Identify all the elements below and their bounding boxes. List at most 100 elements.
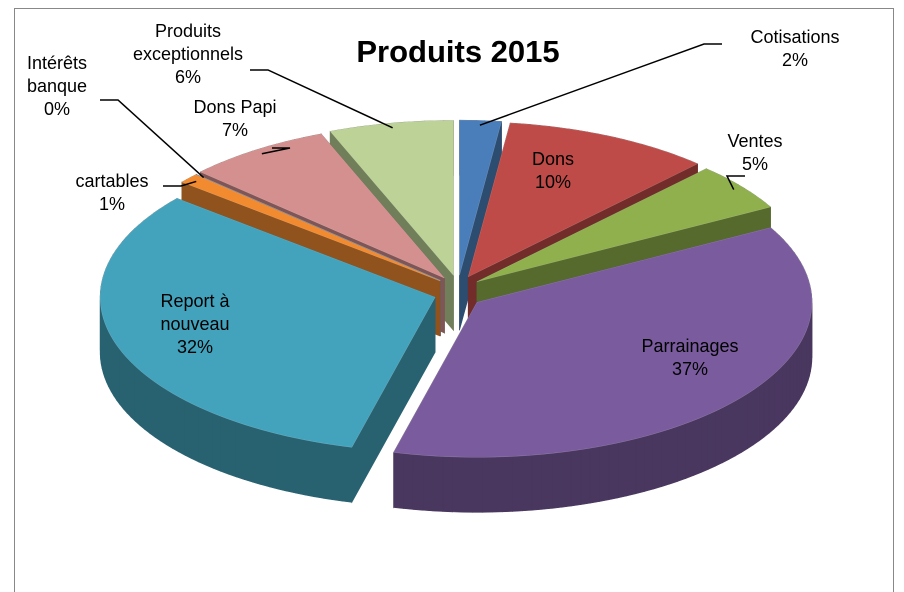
- slice-side: [773, 369, 779, 430]
- data-label: Intérêts banque 0%: [17, 52, 97, 121]
- slice-side: [753, 385, 760, 446]
- slice-side: [110, 335, 114, 397]
- slice-side: [793, 347, 798, 409]
- slice-side: [108, 331, 112, 392]
- slice-side: [589, 446, 600, 504]
- data-label: cartables 1%: [72, 170, 152, 216]
- slice-side: [685, 420, 694, 479]
- data-label: Report à nouveau 32%: [145, 290, 245, 359]
- slice-side: [522, 454, 533, 512]
- slice-side: [472, 456, 483, 513]
- chart-title: Produits 2015: [356, 34, 560, 69]
- pie-slice: [459, 119, 502, 276]
- label-value: 5%: [741, 154, 768, 174]
- slice-side: [763, 377, 770, 438]
- slice-side: [492, 456, 503, 513]
- slice-side: [635, 436, 645, 495]
- slice-side: [154, 381, 161, 442]
- slice-side: [412, 454, 424, 511]
- slice-side: [644, 433, 654, 492]
- slice-side: [551, 451, 562, 509]
- slice-side: [541, 453, 553, 510]
- slice-side: [184, 399, 193, 460]
- slice-side: [313, 441, 324, 499]
- label-name: Intérêts banque: [26, 53, 88, 96]
- leader-line: [100, 99, 205, 179]
- pie-slice: [199, 133, 445, 279]
- slice-side: [652, 431, 662, 490]
- label-value: 6%: [174, 67, 201, 87]
- slice-side: [269, 431, 279, 490]
- slice-side: [244, 424, 253, 483]
- label-value: 0%: [43, 99, 70, 119]
- slice-side: [721, 403, 730, 464]
- slice-side: [626, 438, 637, 497]
- label-name: Dons: [531, 149, 575, 169]
- slice-side: [747, 389, 754, 450]
- slice-side: [342, 445, 353, 503]
- slice-side: [778, 364, 783, 426]
- slice-side: [512, 455, 523, 512]
- slice-side: [561, 450, 572, 508]
- slice-side: [502, 456, 513, 513]
- slice-side: [403, 453, 414, 510]
- slice-side: [796, 342, 800, 405]
- slice-side: [789, 351, 794, 414]
- slice-side: [531, 454, 543, 511]
- slice-side: [139, 369, 145, 431]
- leader-line: [163, 180, 197, 187]
- slice-side: [482, 456, 493, 513]
- slice-side: [178, 396, 186, 456]
- slice-side: [393, 452, 404, 509]
- leader-line: [479, 43, 722, 126]
- slice-side: [304, 439, 315, 498]
- slice-side: [205, 409, 214, 469]
- slice-side: [286, 435, 297, 494]
- data-label: Dons 10%: [523, 148, 583, 194]
- slice-side: [462, 456, 473, 513]
- slice-side: [782, 360, 787, 422]
- slice-side: [422, 454, 434, 512]
- pie-slice: [181, 174, 441, 282]
- slice-side: [758, 381, 765, 442]
- label-value: 10%: [534, 172, 572, 192]
- slice-side: [212, 412, 221, 472]
- slice-side: [295, 437, 306, 496]
- pie-slice: [476, 168, 772, 282]
- slice-side: [198, 406, 207, 466]
- slice-side: [801, 334, 805, 395]
- slice-side: [235, 421, 245, 480]
- data-label: Cotisations 2%: [730, 26, 860, 72]
- label-name: Cotisations: [750, 27, 840, 47]
- slice-side: [452, 456, 463, 513]
- pie-slice: [329, 120, 454, 277]
- slice-side: [715, 407, 723, 467]
- slice-side: [617, 440, 628, 499]
- slice-side: [323, 442, 334, 501]
- pie-slice: [99, 198, 436, 448]
- label-name: cartables: [75, 171, 149, 191]
- label-name: Produits exceptionnels: [132, 21, 244, 64]
- slice-side: [220, 415, 229, 475]
- slice-side: [166, 389, 173, 449]
- slice-side: [661, 428, 671, 488]
- slice-side: [332, 444, 343, 502]
- slice-side: [700, 413, 709, 474]
- slice-side: [172, 392, 179, 453]
- slice-side: [113, 339, 117, 402]
- slice-side: [693, 417, 702, 477]
- data-label: Produits exceptionnels 6%: [118, 20, 258, 89]
- slice-side: [799, 338, 803, 401]
- pie-slice: [393, 227, 813, 458]
- slice-side: [228, 418, 237, 478]
- slice-side: [707, 410, 716, 470]
- slice-side: [160, 385, 167, 446]
- slice-side: [677, 423, 686, 482]
- slice-side: [106, 327, 109, 387]
- slice-side: [608, 442, 619, 501]
- label-value: 7%: [221, 120, 248, 140]
- slice-side: [669, 425, 679, 485]
- leader-line: [250, 69, 393, 129]
